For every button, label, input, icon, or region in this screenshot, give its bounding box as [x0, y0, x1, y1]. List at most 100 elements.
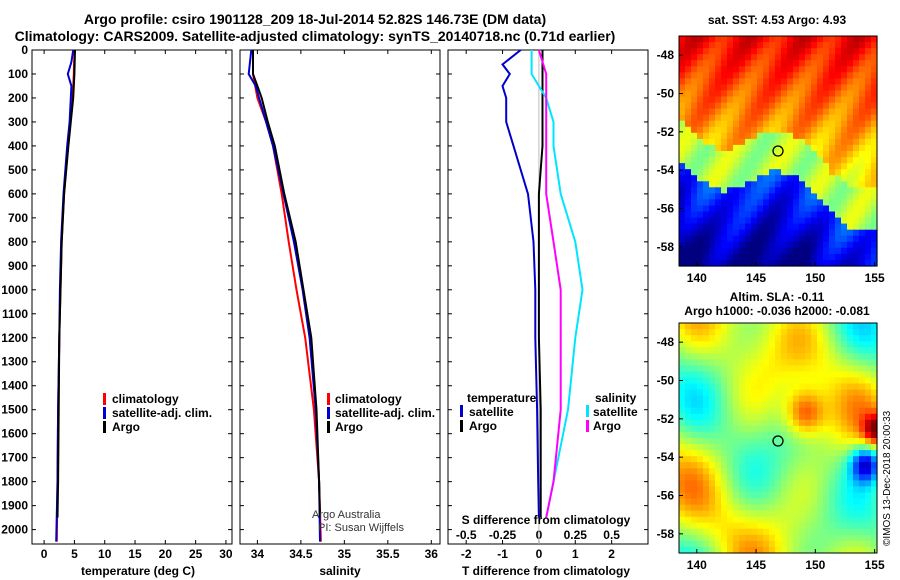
- sst-map-cell: [823, 157, 830, 164]
- sla-map-cell: [745, 395, 752, 403]
- sla-map-cell: [817, 323, 824, 330]
- sla-map-cell: [751, 323, 758, 330]
- sla-map-cell: [715, 425, 722, 433]
- sla-map-cell: [679, 329, 686, 336]
- sst-map-cell: [829, 78, 836, 86]
- sst-map-cell: [823, 169, 830, 176]
- sst-map-cell: [709, 54, 716, 61]
- sst-map-cell: [799, 199, 806, 207]
- sst-map-cell: [799, 48, 806, 55]
- sst-map-cell: [757, 120, 764, 128]
- sla-map-cell: [745, 425, 752, 433]
- sla-map-cell: [811, 419, 818, 427]
- sst-map-cell: [805, 108, 812, 116]
- sst-map-cell: [829, 193, 836, 201]
- x-tick-label: 2: [608, 547, 615, 561]
- sla-map-cell: [769, 425, 776, 433]
- sla-map-cell: [805, 389, 812, 397]
- sla-map-cell: [769, 395, 776, 403]
- sla-map-cell: [829, 480, 836, 488]
- sla-map-cell: [835, 480, 842, 488]
- sla-map-cell: [811, 528, 818, 536]
- sla-map-cell: [835, 353, 842, 360]
- sst-map-cell: [763, 163, 770, 170]
- sst-map-cell: [757, 259, 764, 267]
- sla-map-cell: [751, 474, 758, 481]
- sst-map-cell: [721, 223, 728, 231]
- sst-map-cell: [823, 163, 830, 170]
- sst-map-cell: [685, 132, 692, 140]
- sst-map-cell: [763, 96, 770, 104]
- sla-map-cell: [703, 395, 710, 403]
- sst-map-cell: [715, 48, 722, 55]
- sst-map-cell: [841, 48, 848, 55]
- sst-map-cell: [679, 211, 686, 219]
- sst-map-cell: [823, 84, 830, 92]
- sst-map-cell: [739, 199, 746, 207]
- sla-map-cell: [823, 456, 830, 463]
- sla-map-cell: [703, 510, 710, 518]
- sst-map-cell: [721, 205, 728, 213]
- sla-map-cell: [853, 371, 860, 379]
- sla-map-cell: [799, 335, 806, 342]
- sla-map-cell: [715, 540, 722, 548]
- sst-map-cell: [859, 259, 866, 267]
- sla-map-cell: [769, 504, 776, 512]
- sst-map-cell: [871, 108, 878, 116]
- sst-map-cell: [781, 253, 788, 261]
- sla-map-cell: [787, 335, 794, 342]
- sst-map-cell: [835, 217, 842, 225]
- sst-map-cell: [691, 42, 698, 49]
- sla-map-cell: [847, 498, 854, 506]
- sla-map-cell: [799, 498, 806, 506]
- sla-map-cell: [865, 516, 872, 524]
- sst-map-cell: [829, 48, 836, 55]
- sst-map-cell: [703, 223, 710, 231]
- sst-map-cell: [817, 211, 824, 219]
- sst-map-cell: [817, 259, 824, 267]
- sla-map-cell: [715, 516, 722, 524]
- sst-map-cell: [811, 199, 818, 207]
- sst-map-cell: [739, 120, 746, 128]
- sst-map-cell: [727, 78, 734, 86]
- sst-map-cell: [745, 187, 752, 194]
- sst-map-cell: [757, 132, 764, 140]
- sla-map-cell: [823, 462, 830, 469]
- sla-map-cell: [829, 401, 836, 409]
- sst-map-cell: [775, 120, 782, 128]
- sst-map-cell: [727, 247, 734, 255]
- sla-map-cell: [799, 468, 806, 475]
- sla-map-cell: [853, 498, 860, 506]
- sla-map-cell: [835, 425, 842, 433]
- legend-swatch-argo: [103, 421, 106, 433]
- sla-map-cell: [775, 462, 782, 469]
- sst-map-cell: [823, 114, 830, 122]
- sla-map-cell: [727, 474, 734, 481]
- sst-map-cell: [775, 175, 782, 182]
- sst-map-cell: [811, 217, 818, 225]
- sst-map-cell: [703, 126, 710, 134]
- sst-map-cell: [811, 253, 818, 261]
- sla-map-cell: [757, 353, 764, 360]
- depth-tick-label: 800: [8, 235, 28, 249]
- sst-map-cell: [691, 253, 698, 261]
- sla-map-cell: [787, 371, 794, 379]
- depth-tick-label: 1000: [1, 283, 28, 297]
- sst-map-cell: [829, 247, 836, 255]
- sla-map-cell: [691, 546, 698, 554]
- figure-title-line1: Argo profile: csiro 1901128_209 18-Jul-2…: [84, 11, 546, 27]
- sla-map-cell: [709, 341, 716, 348]
- sla-map-cell: [841, 365, 848, 373]
- sst-map-cell: [835, 187, 842, 194]
- sst-map-cell: [817, 151, 824, 158]
- sla-map-cell: [745, 353, 752, 360]
- sst-map-cell: [811, 211, 818, 219]
- sst-map-cell: [829, 175, 836, 182]
- sst-map-cell: [853, 126, 860, 134]
- sst-map-cell: [859, 163, 866, 170]
- sst-map-cell: [871, 126, 878, 134]
- sst-map-cell: [835, 205, 842, 213]
- sst-map-cell: [733, 36, 740, 43]
- sla-map-cell: [775, 546, 782, 554]
- sst-map-cell: [745, 229, 752, 237]
